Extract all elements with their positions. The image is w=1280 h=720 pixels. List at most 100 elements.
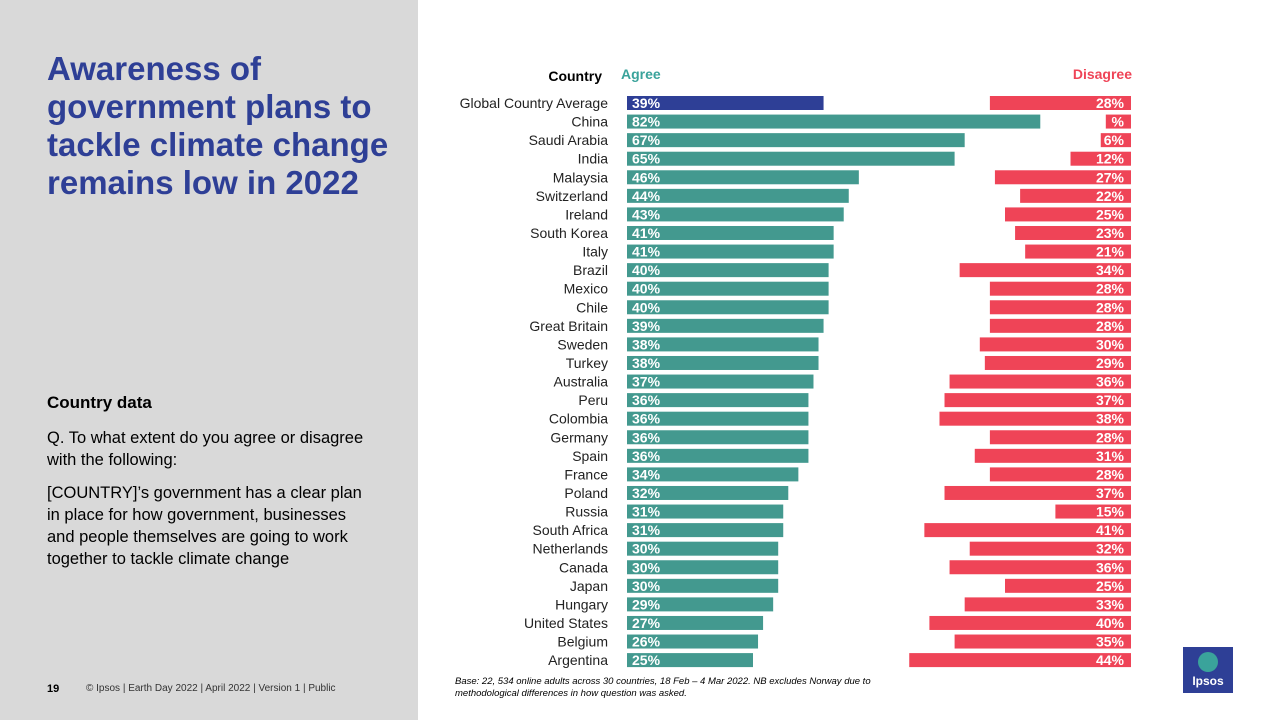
agree-bar — [627, 597, 774, 612]
agree-bar — [627, 281, 829, 296]
base-note: Base: 22, 534 online adults across 30 co… — [455, 676, 871, 699]
disagree-bar — [939, 411, 1131, 426]
disagree-bar — [1020, 188, 1131, 203]
agree-value-label: 25% — [632, 652, 661, 668]
agree-value-label: 40% — [632, 281, 661, 297]
disagree-value-label: 21% — [1096, 244, 1125, 260]
agree-bar — [627, 300, 829, 315]
statement-text: [COUNTRY]’s government has a clear plan … — [47, 484, 362, 568]
agree-bar — [627, 411, 809, 426]
disagree-bar — [949, 374, 1131, 389]
agree-bar — [627, 188, 849, 203]
agree-bar — [627, 393, 809, 408]
section-label: Country data — [47, 393, 152, 412]
agree-bar — [627, 355, 819, 370]
agree-value-label: 30% — [632, 541, 661, 557]
disagree-value-label: % — [1112, 114, 1125, 130]
country-label: Mexico — [564, 281, 609, 297]
page-number: 19 — [47, 683, 60, 695]
agree-value-label: 41% — [632, 225, 661, 241]
agree-bar — [627, 337, 819, 352]
agree-bar — [627, 485, 789, 500]
agree-value-label: 36% — [632, 392, 661, 408]
agree-bar — [627, 448, 809, 463]
disagree-value-label: 27% — [1096, 169, 1125, 185]
agree-bar — [627, 225, 834, 240]
disagree-bar — [979, 337, 1131, 352]
agree-bar — [627, 318, 824, 333]
disagree-bar — [959, 263, 1131, 278]
country-label: Saudi Arabia — [529, 132, 609, 148]
disagree-value-label: 38% — [1096, 411, 1125, 427]
country-label: Canada — [559, 559, 608, 575]
disagree-value-label: 28% — [1096, 429, 1125, 445]
agree-bar — [627, 263, 829, 278]
country-label: Turkey — [566, 355, 608, 371]
agree-bar — [627, 560, 779, 575]
disagree-bar — [1055, 504, 1131, 519]
country-label: Russia — [565, 504, 608, 520]
disagree-value-label: 37% — [1096, 392, 1125, 408]
agree-value-label: 38% — [632, 336, 661, 352]
agree-value-label: 26% — [632, 634, 661, 650]
disagree-value-label: 6% — [1104, 132, 1125, 148]
agree-value-label: 44% — [632, 188, 661, 204]
country-label: South Africa — [533, 522, 609, 538]
left-panel — [0, 0, 418, 720]
disagree-bar — [909, 653, 1131, 668]
disagree-bar — [989, 467, 1131, 482]
country-label: Spain — [572, 448, 608, 464]
disagree-value-label: 23% — [1096, 225, 1125, 241]
header-disagree: Disagree — [1073, 66, 1132, 82]
agree-bar — [627, 541, 779, 556]
disagree-value-label: 40% — [1096, 615, 1125, 631]
agree-value-label: 31% — [632, 504, 661, 520]
disagree-bar — [974, 448, 1131, 463]
disagree-value-label: 28% — [1096, 281, 1125, 297]
country-label: Colombia — [549, 411, 608, 427]
agree-value-label: 82% — [632, 114, 661, 130]
header-agree: Agree — [621, 66, 661, 82]
disagree-value-label: 25% — [1096, 578, 1125, 594]
country-label: Italy — [582, 244, 608, 260]
disagree-value-label: 22% — [1096, 188, 1125, 204]
agree-value-label: 41% — [632, 244, 661, 260]
agree-bar — [627, 653, 753, 668]
disagree-bar — [989, 96, 1131, 110]
disagree-bar — [984, 355, 1131, 370]
agree-bar — [627, 578, 779, 593]
footer-text: © Ipsos | Earth Day 2022 | April 2022 | … — [86, 683, 336, 694]
agree-bar — [627, 523, 784, 538]
country-label: Netherlands — [533, 541, 609, 557]
disagree-value-label: 44% — [1096, 652, 1125, 668]
disagree-value-label: 31% — [1096, 448, 1125, 464]
agree-bar — [627, 207, 844, 222]
disagree-bar — [1105, 114, 1131, 129]
disagree-value-label: 30% — [1096, 336, 1125, 352]
disagree-value-label: 36% — [1096, 559, 1125, 575]
agree-value-label: 32% — [632, 485, 661, 501]
disagree-value-label: 41% — [1096, 522, 1125, 538]
country-label: Australia — [554, 374, 609, 390]
disagree-bar — [1100, 133, 1131, 148]
header-country: Country — [548, 68, 602, 84]
agree-bar — [627, 467, 799, 482]
disagree-value-label: 34% — [1096, 262, 1125, 278]
country-label: Poland — [564, 485, 608, 501]
agree-bar — [627, 504, 784, 519]
country-label: Belgium — [557, 634, 608, 650]
disagree-bar — [944, 393, 1131, 408]
agree-bar — [627, 151, 955, 166]
agree-bar — [627, 374, 814, 389]
disagree-value-label: 12% — [1096, 151, 1125, 167]
logo-mark-icon — [1198, 652, 1218, 672]
disagree-bar — [994, 170, 1131, 185]
disagree-value-label: 28% — [1096, 318, 1125, 334]
country-label: China — [571, 114, 608, 130]
agree-value-label: 46% — [632, 169, 661, 185]
agree-value-label: 65% — [632, 151, 661, 167]
agree-value-label: 40% — [632, 299, 661, 315]
country-label: France — [564, 466, 608, 482]
question-text: Q. To what extent do you agree or disagr… — [47, 429, 364, 469]
logo-text: Ipsos — [1192, 674, 1224, 688]
